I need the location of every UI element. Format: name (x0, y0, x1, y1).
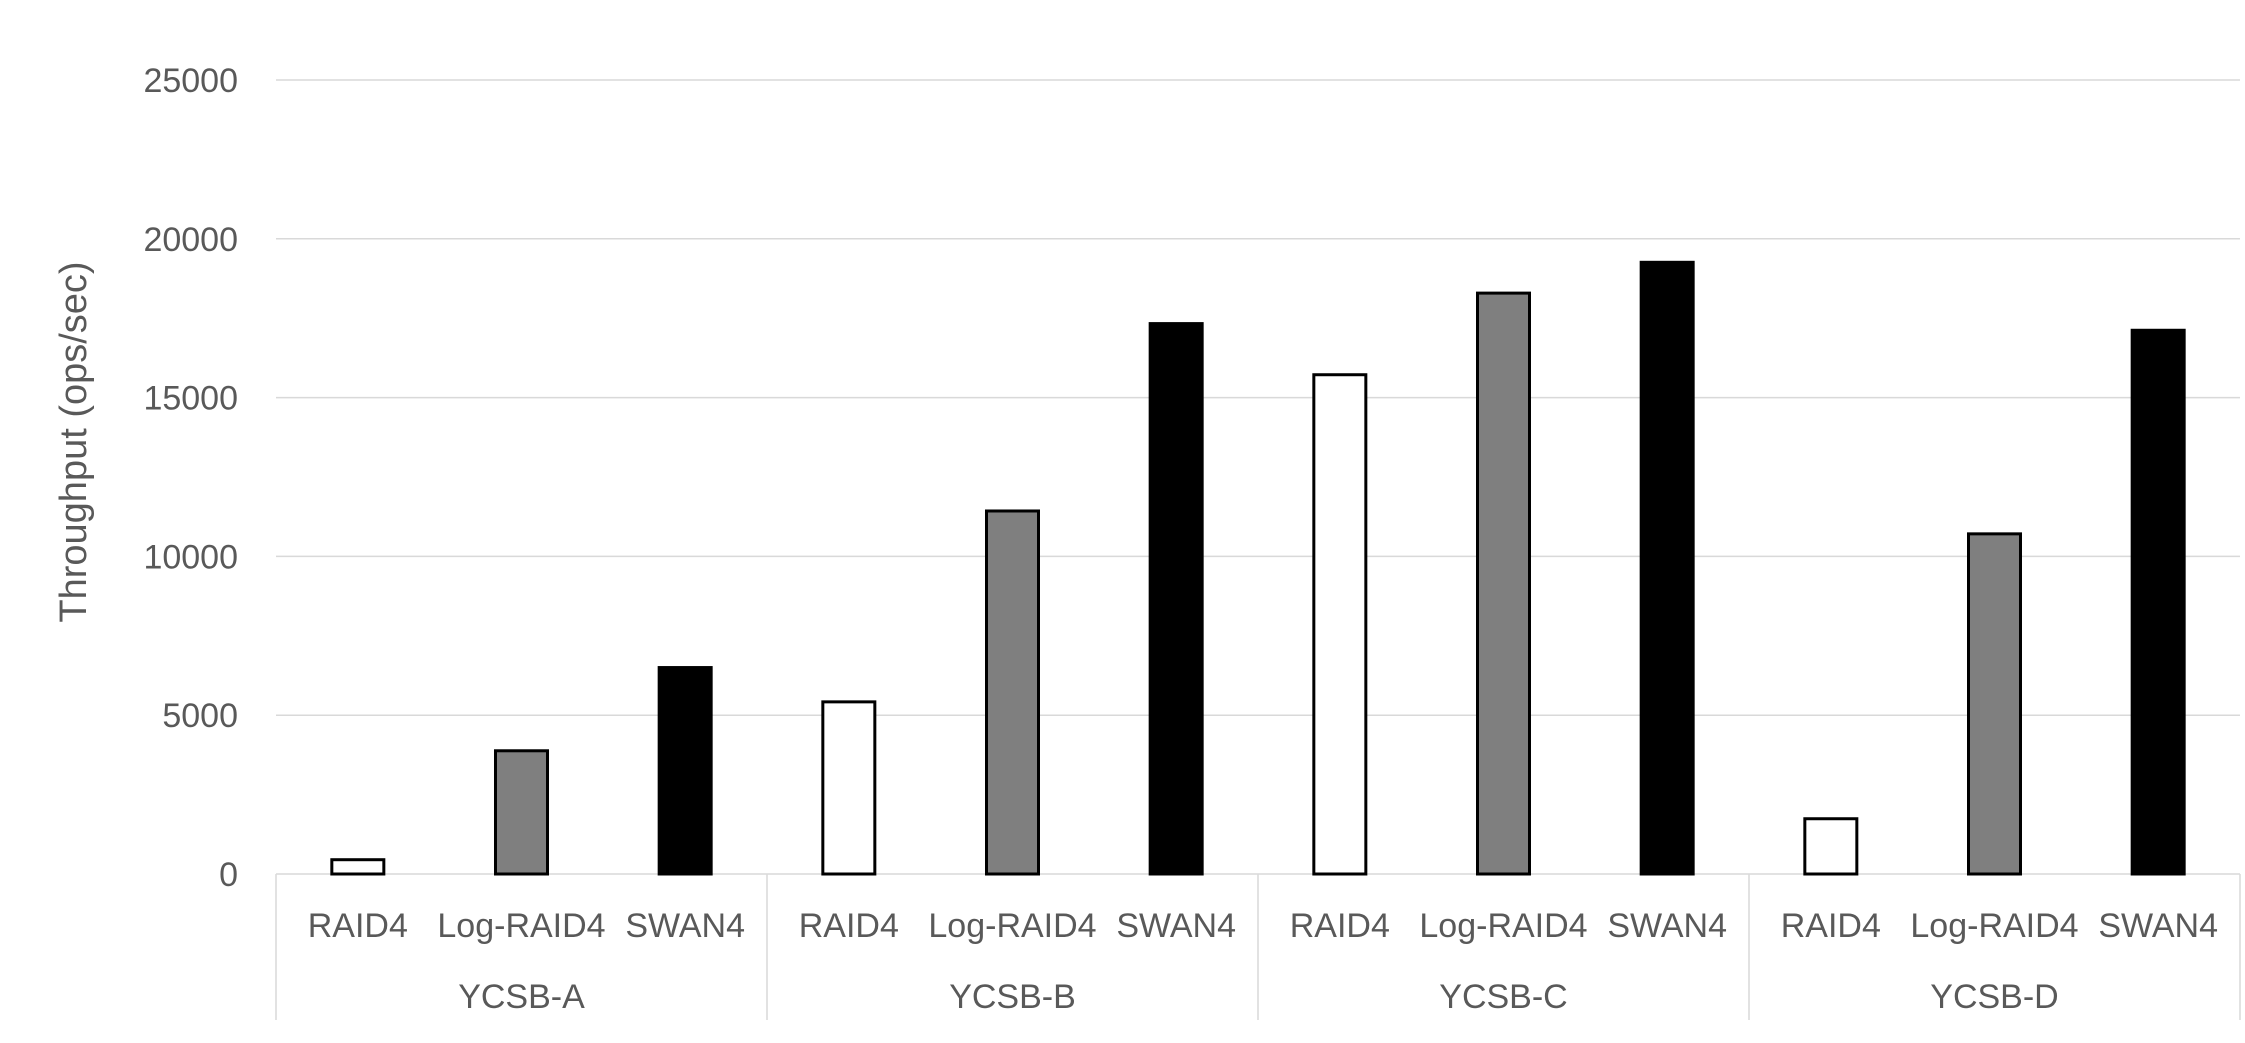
bar-ycsb-a-log-raid4 (494, 749, 549, 876)
y-tick-label: 20000 (143, 221, 238, 259)
bar-category-label: SWAN4 (1607, 907, 1727, 945)
y-tick-label: 10000 (143, 538, 238, 576)
bar-category-label: RAID4 (1781, 907, 1881, 945)
y-axis-title: Throughput (ops/sec) (53, 261, 95, 622)
bar-category-label: SWAN4 (625, 907, 745, 945)
bar-category-label: Log-RAID4 (437, 907, 605, 945)
category-labels: RAID4 Log-RAID4 SWAN4 YCSB-A RAID4 Log-RAID4 S… (308, 907, 2218, 1016)
bar-ycsb-d-swan4 (2130, 328, 2186, 876)
y-tick-label: 0 (219, 856, 238, 894)
gridlines (276, 79, 2240, 875)
y-tick-label: 5000 (162, 697, 238, 735)
y-axis-ticks: 0 5000 10000 15000 20000 25000 (143, 62, 238, 894)
bar-ycsb-b-raid4 (821, 700, 877, 876)
y-tick-label: 15000 (143, 380, 238, 418)
bar-category-label: RAID4 (1290, 907, 1390, 945)
bar-ycsb-c-swan4 (1639, 260, 1695, 876)
bar-ycsb-b-swan4 (1148, 322, 1204, 876)
bar-ycsb-a-raid4 (330, 858, 386, 876)
bars (330, 260, 2186, 876)
bar-ycsb-b-log-raid4 (985, 509, 1040, 876)
bar-category-label: Log-RAID4 (928, 907, 1096, 945)
bar-category-label: SWAN4 (2098, 907, 2218, 945)
bar-category-label: RAID4 (799, 907, 899, 945)
bar-ycsb-d-raid4 (1803, 817, 1859, 876)
group-label: YCSB-A (458, 978, 585, 1016)
bar-category-label: SWAN4 (1116, 907, 1236, 945)
bar-ycsb-a-swan4 (657, 666, 713, 876)
bar-category-label: RAID4 (308, 907, 408, 945)
bar-category-label: Log-RAID4 (1910, 907, 2078, 945)
group-label: YCSB-D (1930, 978, 2058, 1016)
group-label: YCSB-C (1439, 978, 1567, 1016)
bar-ycsb-c-raid4 (1312, 373, 1368, 876)
category-separators (275, 874, 2241, 1020)
bar-ycsb-d-log-raid4 (1967, 532, 2022, 876)
bar-ycsb-c-log-raid4 (1476, 291, 1531, 876)
bar-category-label: Log-RAID4 (1419, 907, 1587, 945)
y-tick-label: 25000 (143, 62, 238, 100)
group-label: YCSB-B (949, 978, 1076, 1016)
